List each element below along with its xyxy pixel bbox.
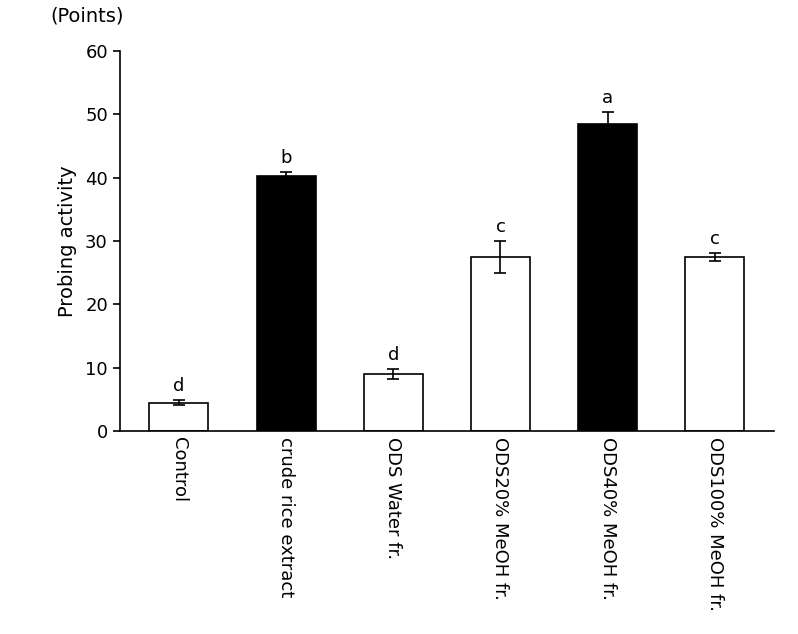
Text: a: a — [602, 89, 613, 107]
Bar — [579, 124, 637, 431]
Bar — [149, 403, 208, 431]
Bar — [685, 257, 745, 431]
Text: c: c — [496, 218, 505, 236]
Bar — [364, 374, 423, 431]
Text: b: b — [280, 149, 292, 167]
Text: d: d — [388, 346, 399, 364]
Bar — [471, 257, 530, 431]
Y-axis label: Probing activity: Probing activity — [57, 165, 77, 317]
Text: (Points): (Points) — [50, 7, 124, 26]
Text: c: c — [710, 230, 720, 248]
Text: d: d — [173, 377, 184, 395]
Bar — [257, 176, 315, 431]
